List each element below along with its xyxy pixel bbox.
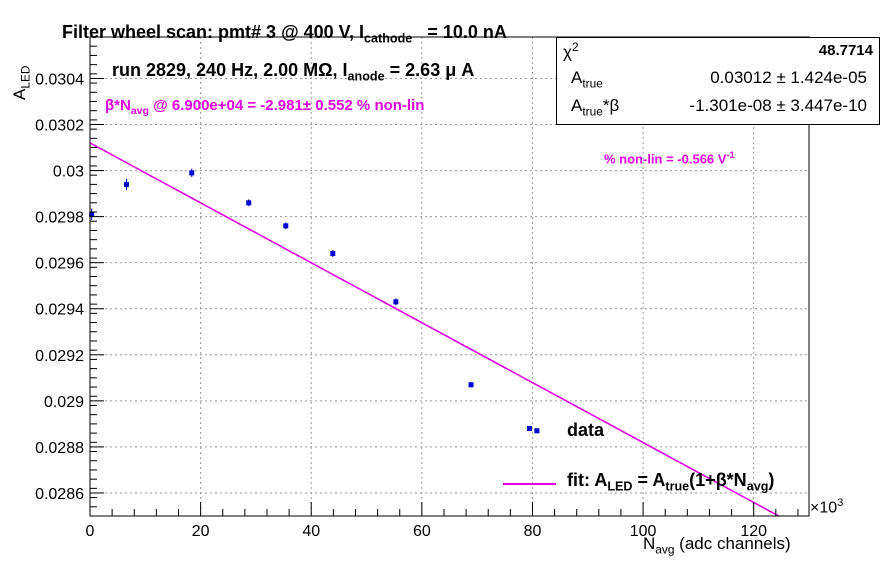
data-point (534, 428, 540, 434)
y-tick-label: 0.0298 (35, 210, 84, 227)
y-tick-label: 0.0302 (35, 118, 84, 135)
chi2-value: 48.7714 (818, 42, 873, 59)
y-tick-label: 0.0288 (35, 440, 84, 457)
legend-fit-label: fit: ALED = Atrue(1+β*Navg) (567, 470, 775, 494)
x-tick-label: 120 (740, 523, 767, 540)
legend-data-label: data (567, 420, 605, 440)
data-point (283, 223, 289, 229)
y-tick-label: 0.0294 (35, 302, 84, 319)
data-point (468, 382, 474, 388)
x-tick-label: 0 (86, 523, 95, 540)
x-tick-label: 80 (524, 523, 542, 540)
data-point (124, 181, 130, 187)
x-tick-label: 100 (630, 523, 657, 540)
data-point (393, 299, 399, 305)
fit-line (89, 142, 780, 517)
atrue-value: 0.03012 ± 1.424e-05 (710, 68, 867, 87)
data-point (189, 170, 195, 176)
stats-box: χ2 48.7714 Atrue 0.03012 ± 1.424e-05 Atr… (556, 37, 880, 125)
y-axis-ticks: 0.0286 0.0288 0.029 0.0292 0.0294 0.0296 0.029… (35, 36, 104, 517)
x-tick-label: 40 (302, 523, 320, 540)
data-point (330, 250, 336, 256)
data-points (89, 168, 540, 434)
beta-annotation: β*Navg @ 6.900e+04 = -2.981± 0.552 % non… (105, 97, 425, 117)
y-axis-label: ALED (10, 65, 33, 100)
data-point (89, 211, 95, 217)
x-axis-label: Navg (adc channels) (643, 534, 791, 557)
chart-title: Filter wheel scan: pmt# 3 @ 400 V, Icath… (62, 22, 507, 46)
y-tick-label: 0.0286 (35, 486, 84, 503)
x-tick-label: 20 (192, 523, 210, 540)
y-tick-label: 0.0304 (35, 71, 84, 88)
y-tick-label: 0.0292 (35, 348, 84, 365)
run-info-text: run 2829, 240 Hz, 2.00 MΩ, Ianode = 2.63… (112, 60, 475, 84)
atrue-label: Atrue (571, 68, 603, 91)
legend-data-marker (527, 426, 532, 431)
chi2-label: χ2 (563, 40, 579, 62)
x-axis-multiplier: ×103 (810, 497, 844, 517)
y-tick-label: 0.03 (53, 164, 84, 181)
atrue-beta-label: Atrue*β (571, 96, 620, 119)
atrue-beta-value: -1.301e-08 ± 3.447e-10 (689, 96, 867, 115)
nonlin-annotation: % non-lin = -0.566 V-1 (604, 150, 735, 167)
x-axis-ticks: 0 20 40 60 80 100 120 (86, 502, 799, 540)
y-tick-label: 0.0296 (35, 256, 84, 273)
y-tick-label: 0.029 (44, 394, 84, 411)
data-point (246, 200, 252, 206)
fit-line-group (89, 142, 780, 517)
x-tick-label: 60 (413, 523, 431, 540)
